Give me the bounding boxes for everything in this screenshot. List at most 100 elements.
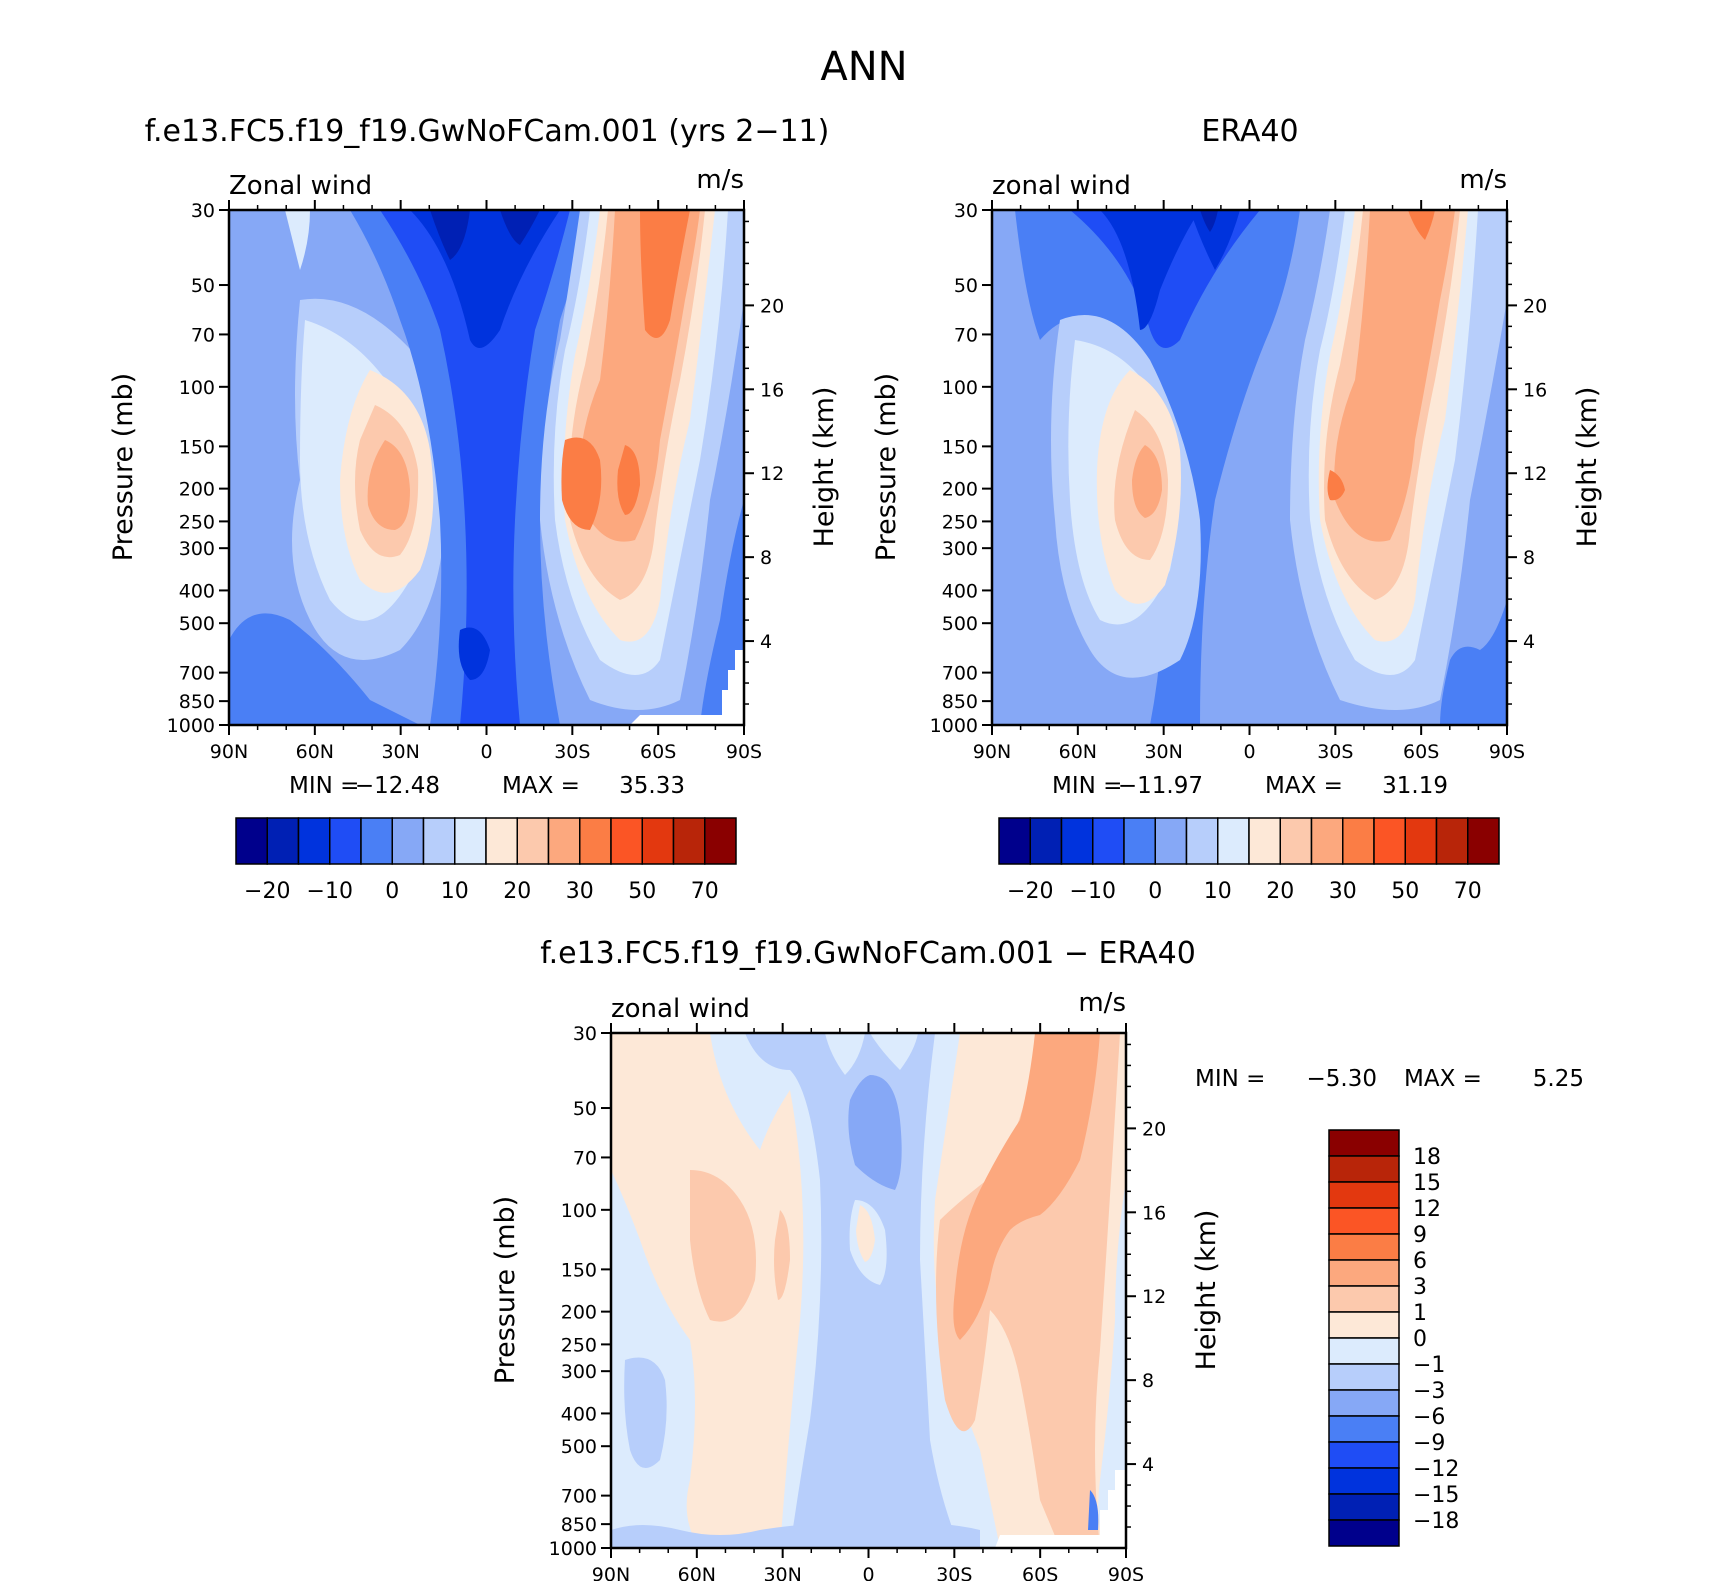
- colorbar-swatch: [1328, 1233, 1400, 1261]
- contour-band: [953, 1033, 1100, 1340]
- contour-band: [617, 445, 640, 515]
- colorbar-label: 50: [628, 879, 656, 904]
- y-axis-title: Pressure (mb): [108, 373, 139, 561]
- x-tick-label: 30S: [1317, 741, 1353, 763]
- y2-tick-label: 12: [1523, 463, 1547, 485]
- colorbar-label: −10: [1070, 879, 1116, 904]
- x-tick-label: 60S: [1022, 1564, 1058, 1581]
- contour-band: [848, 1075, 902, 1190]
- y-tick-label: 250: [942, 511, 978, 533]
- x-tick-label: 90N: [973, 741, 1011, 763]
- colorbar-swatch: [1328, 1259, 1400, 1287]
- axes: 3050701001502002503004005007008501000481…: [930, 200, 1547, 763]
- min-label: MIN =: [289, 773, 359, 799]
- colorbar-label: −15: [1413, 1483, 1459, 1508]
- y2-tick-label: 4: [760, 631, 772, 653]
- y-tick-label: 250: [179, 511, 215, 533]
- y2-tick-label: 4: [1523, 631, 1535, 653]
- min-value: −12.48: [355, 773, 440, 799]
- colorbar-label: 0: [385, 879, 399, 904]
- y-tick-label: 30: [573, 1023, 597, 1045]
- y-tick-label: 200: [179, 479, 215, 501]
- y-tick-label: 50: [573, 1098, 597, 1120]
- colorbar-label: 15: [1413, 1171, 1441, 1196]
- colorbar-label: 30: [1329, 879, 1357, 904]
- x-tick-label: 60N: [1059, 741, 1097, 763]
- y-tick-label: 70: [191, 324, 215, 346]
- contour-field: [992, 210, 1507, 725]
- x-tick-label: 90N: [592, 1564, 630, 1581]
- contour-field: [611, 1033, 1126, 1548]
- y-tick-label: 300: [179, 538, 215, 560]
- y-tick-label: 200: [561, 1302, 597, 1324]
- colorbar-label: −20: [1007, 879, 1053, 904]
- colorbar-label: 9: [1413, 1223, 1427, 1248]
- colorbar-swatch: [1328, 1181, 1400, 1209]
- colorbar-swatch: [1328, 1129, 1400, 1157]
- max-value: 31.19: [1382, 773, 1448, 799]
- contour-band: [1334, 210, 1455, 542]
- contour-band: [992, 600, 1110, 725]
- y-tick-label: 700: [942, 663, 978, 685]
- colorbar-swatch: [1328, 1207, 1400, 1235]
- colorbar-label: −20: [244, 879, 290, 904]
- colorbar-swatch: [1328, 1311, 1400, 1339]
- max-label: MAX =: [1404, 1066, 1482, 1092]
- y-tick-label: 400: [942, 580, 978, 602]
- colorbar-label: −3: [1413, 1379, 1445, 1404]
- y-tick-label: 300: [561, 1361, 597, 1383]
- y-tick-label: 100: [561, 1200, 597, 1222]
- y-tick-label: 100: [942, 377, 978, 399]
- colorbar-swatch: [1328, 1415, 1400, 1443]
- contour-band: [380, 210, 570, 725]
- x-tick-label: 90S: [1489, 741, 1525, 763]
- x-tick-label: 60S: [1403, 741, 1439, 763]
- colorbar-swatch: [1328, 1285, 1400, 1313]
- y-tick-label: 400: [179, 580, 215, 602]
- y-tick-label: 30: [191, 200, 215, 222]
- contour-band: [825, 1033, 865, 1075]
- contour-band: [870, 1033, 918, 1070]
- contour-band: [640, 210, 690, 338]
- colorbar-label: −1: [1413, 1353, 1445, 1378]
- colorbar-swatch: [422, 817, 456, 865]
- colorbar-swatch: [1404, 817, 1438, 865]
- y2-axis-title: Height (km): [809, 387, 840, 548]
- page-title: ANN: [820, 44, 907, 90]
- x-tick-label: 60N: [678, 1564, 716, 1581]
- y-tick-label: 30: [954, 200, 978, 222]
- easterly-core: [430, 210, 470, 260]
- colorbar-swatch: [1328, 1519, 1400, 1547]
- jet-core-sh: [561, 437, 602, 530]
- colorbar-label: 20: [503, 879, 531, 904]
- y-tick-label: 700: [561, 1486, 597, 1508]
- y2-tick-label: 20: [1142, 1118, 1166, 1140]
- colorbar-swatch: [1279, 817, 1313, 865]
- panel-title: f.e13.FC5.f19_f19.GwNoFCam.001 (yrs 2−11…: [145, 114, 830, 149]
- x-tick-label: 0: [1243, 741, 1255, 763]
- max-label: MAX =: [502, 773, 580, 799]
- contour-band: [500, 210, 540, 245]
- colorbar-label: −9: [1413, 1431, 1445, 1456]
- x-tick-label: 30S: [936, 1564, 972, 1581]
- contour-band: [1100, 210, 1200, 330]
- colorbar-swatch: [235, 817, 268, 865]
- contour-band: [611, 1523, 980, 1548]
- colorbar-swatch: [579, 817, 612, 865]
- colorbar-swatch: [391, 817, 425, 865]
- y-tick-label: 1000: [167, 715, 215, 737]
- y2-axis-title: Height (km): [1191, 1210, 1222, 1371]
- colorbar-label: 30: [566, 879, 594, 904]
- colorbar-swatch: [672, 817, 706, 865]
- y2-tick-label: 8: [1523, 547, 1535, 569]
- axes: 3050701001502002503004005007008501000481…: [549, 1023, 1166, 1581]
- contour-band: [1098, 1180, 1126, 1548]
- x-tick-label: 90N: [210, 741, 248, 763]
- contour-band: [1440, 600, 1507, 725]
- y-tick-label: 500: [561, 1436, 597, 1458]
- colorbar-label: −12: [1413, 1457, 1459, 1482]
- left-label: Zonal wind: [229, 171, 372, 201]
- colorbar-swatch: [1154, 817, 1188, 865]
- colorbar-swatch: [1060, 817, 1094, 865]
